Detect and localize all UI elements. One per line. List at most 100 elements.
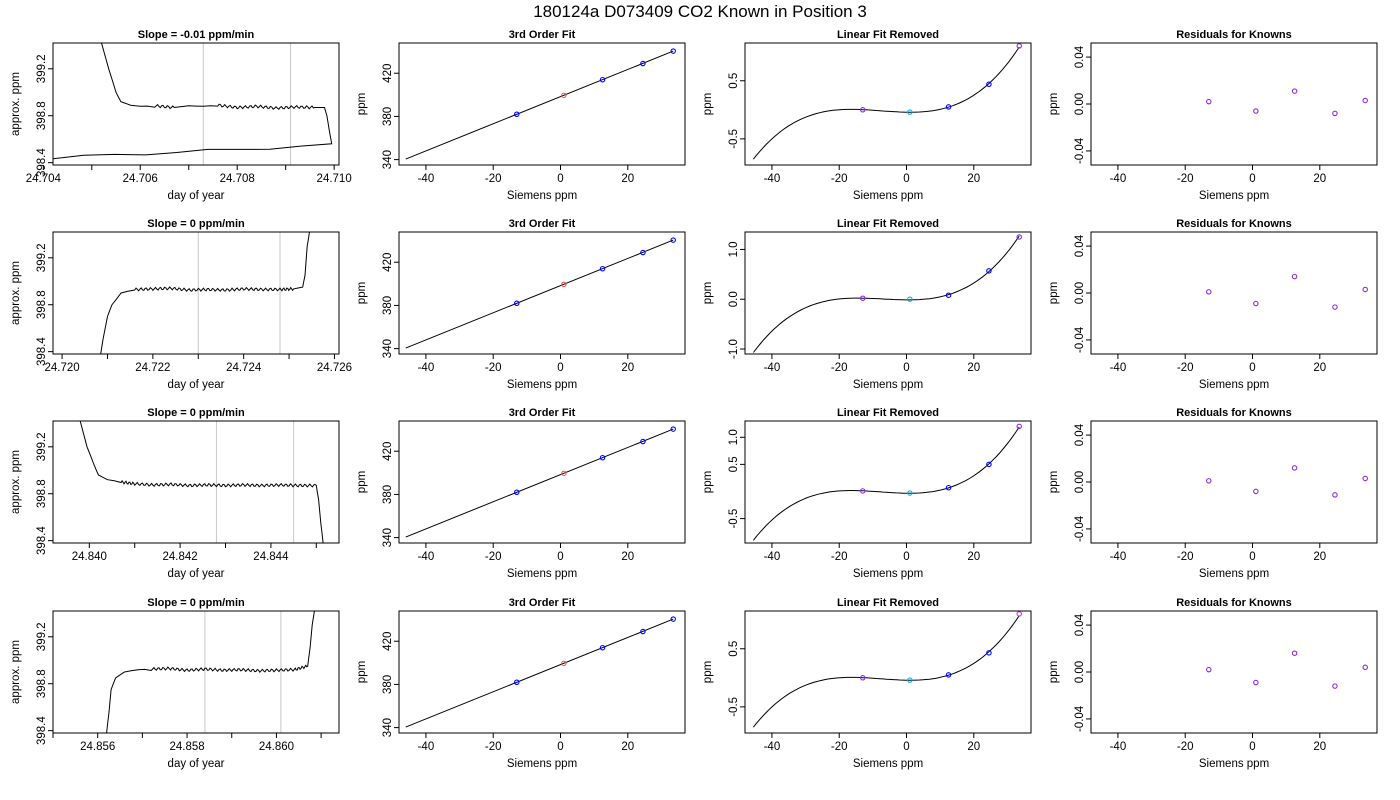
x-axis-label: Siemens ppm <box>507 379 577 391</box>
x-axis-label: day of year <box>168 190 225 202</box>
x-tick-label: 20 <box>1313 741 1326 753</box>
x-tick-label: -40 <box>1110 551 1127 563</box>
y-tick-label: 399.2 <box>36 54 48 83</box>
plot-frame <box>1090 420 1378 544</box>
x-axis-label: Siemens ppm <box>1199 568 1269 580</box>
x-tick-label: -20 <box>831 173 848 185</box>
y-tick-label: 1.0 <box>728 241 740 257</box>
x-tick-label: 0 <box>1249 551 1255 563</box>
plot-frame <box>52 231 340 355</box>
chart-panel: Linear Fit Removed -40 -20 0 20 -1.0 0.0 1.0 Sie… <box>702 218 1032 391</box>
x-axis-label: Siemens ppm <box>507 568 577 580</box>
panel-title: Residuals for Knowns <box>1176 597 1292 609</box>
x-axis-label: Siemens ppm <box>853 568 923 580</box>
plot-frame <box>744 42 1032 166</box>
plot-frame <box>744 610 1032 734</box>
x-axis-label: Siemens ppm <box>507 758 577 770</box>
plot-frame <box>52 420 340 544</box>
data-point <box>1206 666 1212 673</box>
data-point <box>561 281 567 288</box>
x-tick-label: -20 <box>1177 362 1194 374</box>
panel-title: Residuals for Knowns <box>1176 407 1292 419</box>
x-tick-label: 0 <box>1249 362 1255 374</box>
x-tick-label: 24.708 <box>220 173 255 185</box>
plot-frame <box>398 610 686 734</box>
y-tick-label: 380 <box>382 675 394 694</box>
plot-area <box>1206 273 1368 310</box>
x-tick-label: 24.706 <box>123 173 158 185</box>
data-point <box>599 265 606 272</box>
data-point <box>1332 683 1338 689</box>
x-tick-label: 20 <box>967 741 980 753</box>
data-point <box>907 677 913 683</box>
fit-curve <box>405 428 674 538</box>
data-point <box>986 268 992 274</box>
plot-frame <box>744 420 1032 544</box>
data-point <box>1332 110 1338 117</box>
x-tick-label: -20 <box>1177 741 1194 753</box>
data-point <box>1016 611 1022 617</box>
data-point <box>1253 300 1259 307</box>
data-point <box>907 296 913 302</box>
y-tick-label: 398.4 <box>36 337 48 366</box>
x-axis-label: Siemens ppm <box>507 190 577 202</box>
data-point <box>1291 273 1298 280</box>
series-trace <box>79 421 324 543</box>
x-tick-label: 24.710 <box>317 173 352 185</box>
data-point <box>945 484 952 491</box>
y-tick-label: -0.04 <box>1074 705 1086 732</box>
x-tick-label: -40 <box>1110 741 1127 753</box>
chart-panel: 3rd Order Fit -40 -20 0 20 340 380 420 Siemens p… <box>356 29 686 202</box>
y-tick-label: -0.5 <box>728 509 740 529</box>
y-axis-label: ppm <box>1048 282 1060 304</box>
chart-panel: Linear Fit Removed -40 -20 0 20 -0.5 0.5 Siemen… <box>702 597 1032 770</box>
x-tick-label: 0 <box>557 741 563 753</box>
data-point <box>1253 488 1259 495</box>
y-axis-label: ppm <box>356 661 368 683</box>
chart-panel: Linear Fit Removed -40 -20 0 20 -0.5 0.5 Siemen… <box>702 29 1032 202</box>
data-point <box>640 438 646 445</box>
fit-curve <box>753 426 1020 541</box>
x-tick-label: 24.844 <box>253 551 289 563</box>
x-tick-label: 24.858 <box>169 741 204 753</box>
plot-area <box>53 43 333 165</box>
panel-title: 3rd Order Fit <box>509 407 576 419</box>
chart-panel: Slope = 0 ppm/min 24.856 24.858 24.860 398.4… <box>10 597 340 770</box>
x-tick-label: -20 <box>485 551 502 563</box>
panel-title: 3rd Order Fit <box>509 218 576 230</box>
panel-grid: Slope = -0.01 ppm/min 24.704 24.706 24.708 2… <box>10 29 1378 770</box>
x-tick-label: 0 <box>557 173 563 185</box>
y-tick-label: 0.5 <box>728 73 740 89</box>
chart-panel: Residuals for Knowns -40 -20 0 20 -0.04 0.00 0.… <box>1048 407 1378 580</box>
y-tick-label: 398.4 <box>36 148 48 177</box>
y-tick-label: 398.8 <box>36 290 48 319</box>
y-axis-label: approx. ppm <box>10 261 22 325</box>
data-point <box>599 644 606 651</box>
data-point <box>1362 97 1368 104</box>
series-trace <box>53 43 333 160</box>
panel-title: Residuals for Knowns <box>1176 218 1292 230</box>
y-tick-label: 398.4 <box>36 526 48 555</box>
y-tick-label: 0.04 <box>1074 45 1086 68</box>
x-tick-label: 0 <box>1249 173 1255 185</box>
data-point <box>1253 108 1259 114</box>
data-point <box>670 616 676 622</box>
panel-title: Slope = 0 ppm/min <box>147 407 245 419</box>
plot-area <box>405 426 676 538</box>
plot-area <box>753 423 1022 541</box>
chart-panel: Linear Fit Removed -40 -20 0 20 -0.5 0.5 1.0 Sie… <box>702 407 1032 580</box>
y-tick-label: 399.2 <box>36 243 48 272</box>
y-tick-label: 0.04 <box>1074 423 1086 446</box>
data-point <box>860 675 866 681</box>
y-tick-label: 398.4 <box>36 716 48 745</box>
chart-panel: Residuals for Knowns -40 -20 0 20 -0.04 0.00 0.… <box>1048 597 1378 770</box>
y-tick-label: -0.04 <box>1074 137 1086 164</box>
panel-title: Linear Fit Removed <box>837 218 939 230</box>
x-tick-label: -20 <box>485 362 502 374</box>
y-tick-label: 398.8 <box>36 479 48 508</box>
y-tick-label: 0.5 <box>728 641 740 657</box>
fit-curve <box>405 50 674 160</box>
x-tick-label: 20 <box>621 362 634 374</box>
x-tick-label: -20 <box>831 741 848 753</box>
panel-title: Slope = 0 ppm/min <box>147 218 245 230</box>
